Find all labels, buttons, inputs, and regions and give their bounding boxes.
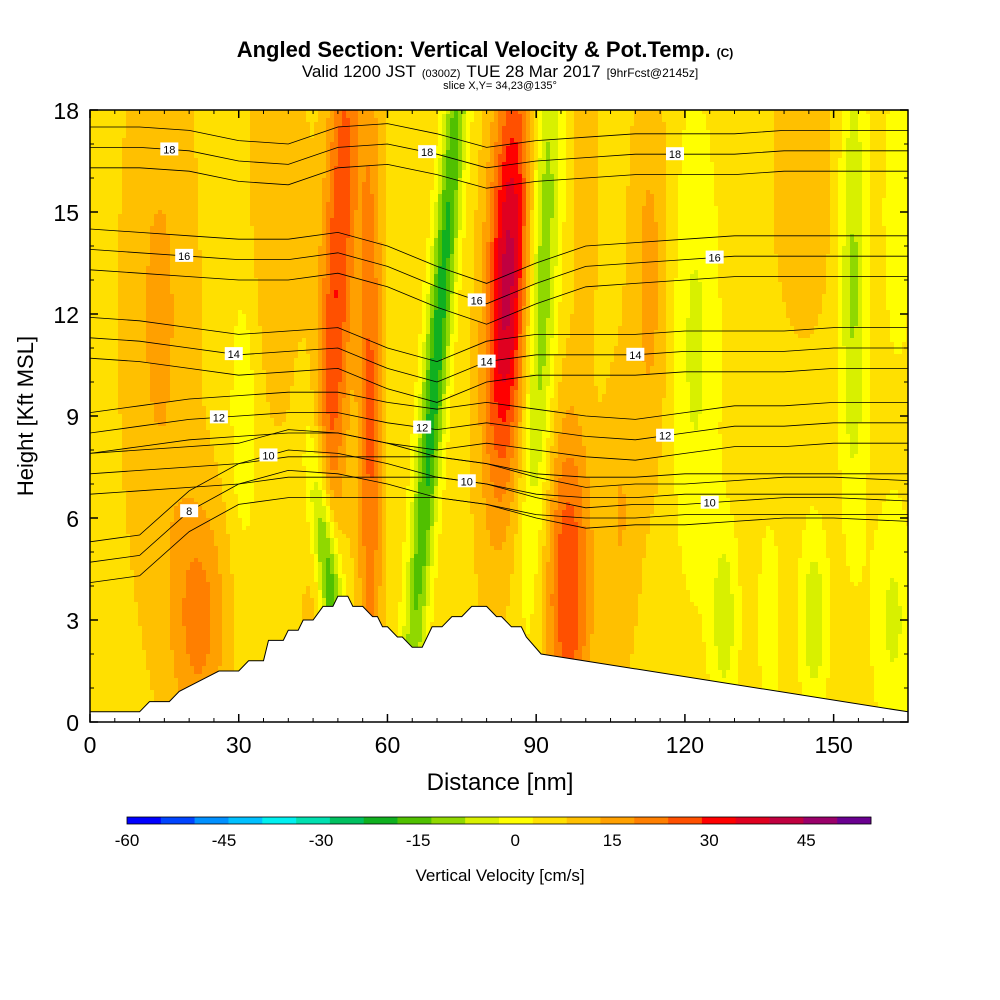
colorbar-tick-label-7: 45 [797,831,816,850]
colorbar-swatch-10 [465,817,499,824]
contour-label-18-2: 18 [666,147,684,161]
colorbar-tick-label-1: -45 [212,831,237,850]
contour-label-14-1: 14 [478,355,496,369]
colorbar-swatch-8 [398,817,432,824]
contour-label-16-2: 16 [706,251,724,265]
colorbar-swatch-3 [228,817,262,824]
contour-label-18-1: 18 [418,145,436,159]
contour-label-16-1: 16 [468,293,486,307]
y-tick-label-0: 0 [66,710,79,736]
colorbar-swatch-5 [296,817,330,824]
chart-figure: Angled Section: Vertical Velocity & Pot.… [0,0,1000,1000]
colorbar-swatch-21 [837,817,871,824]
colorbar-swatch-7 [364,817,398,824]
colorbar-label: Vertical Velocity [cm/s] [415,866,584,885]
x-tick-label-1: 30 [226,732,252,758]
colorbar-swatch-20 [803,817,837,824]
x-axis-label: Distance [nm] [427,769,574,796]
contour-label-12-1: 12 [413,421,431,435]
colorbar-tick-label-2: -30 [309,831,334,850]
colorbar-tick-label-0: -60 [115,831,140,850]
subtitle-date: TUE 28 Mar 2017 [466,62,600,81]
colorbar-swatch-18 [736,817,770,824]
subtitle-forecast: [9hrFcst@2145z] [607,66,699,80]
y-tick-label-5: 15 [53,200,79,226]
contour-label-10-0: 10 [259,448,277,462]
colorbar-tick-label-5: 15 [603,831,622,850]
y-tick-label-1: 3 [66,608,79,634]
contour-label-12-0: 12 [210,410,228,424]
colorbar-swatch-12 [533,817,567,824]
title-units: (C) [717,46,734,60]
colorbar-swatch-6 [330,817,364,824]
contour-label-12-2: 12 [656,429,674,443]
colorbar-swatch-11 [499,817,533,824]
colorbar-swatch-1 [161,817,195,824]
colorbar-swatch-13 [567,817,601,824]
x-tick-label-5: 150 [814,732,852,758]
colorbar-swatch-19 [770,817,804,824]
colorbar-swatch-0 [127,817,161,824]
x-tick-label-2: 60 [375,732,401,758]
colorbar-swatch-15 [634,817,668,824]
y-tick-label-3: 9 [66,404,79,430]
y-axis-label: Height [Kft MSL] [13,336,38,496]
colorbar-swatch-9 [431,817,465,824]
x-tick-label-3: 90 [523,732,549,758]
colorbar-tick-label-4: 0 [510,831,519,850]
contour-label-14-2: 14 [626,348,644,362]
colorbar-swatch-14 [600,817,634,824]
subtitle-zulu: (0300Z) [422,68,461,80]
colorbar-swatch-4 [262,817,296,824]
x-tick-label-4: 120 [666,732,704,758]
colorbar-tick-label-6: 30 [700,831,719,850]
colorbar-swatch-2 [195,817,229,824]
chart-title: Angled Section: Vertical Velocity & Pot.… [237,37,734,62]
contour-label-10-1: 10 [458,474,476,488]
y-tick-label-6: 18 [53,98,79,124]
slice-label: slice X,Y= 34,23@135° [443,80,557,92]
contour-label-10-2: 10 [701,496,719,510]
x-tick-label-0: 0 [84,732,97,758]
subtitle-prefix: Valid 1200 JST [302,62,416,81]
chart-subtitle: Valid 1200 JST (0300Z) TUE 28 Mar 2017 [9hr… [302,62,698,81]
contour-label-8-0: 8 [180,504,198,518]
contour-label-18-0: 18 [160,142,178,156]
contour-label-16-0: 16 [175,249,193,263]
y-tick-label-4: 12 [53,302,79,328]
colorbar-swatch-16 [668,817,702,824]
contour-label-14-0: 14 [225,347,243,361]
colorbar-tick-label-3: -15 [406,831,431,850]
colorbar-swatch-17 [702,817,736,824]
colorbar: -60 -45 -30 -15 0 15 30 45 [115,817,872,850]
y-tick-label-2: 6 [66,506,79,532]
